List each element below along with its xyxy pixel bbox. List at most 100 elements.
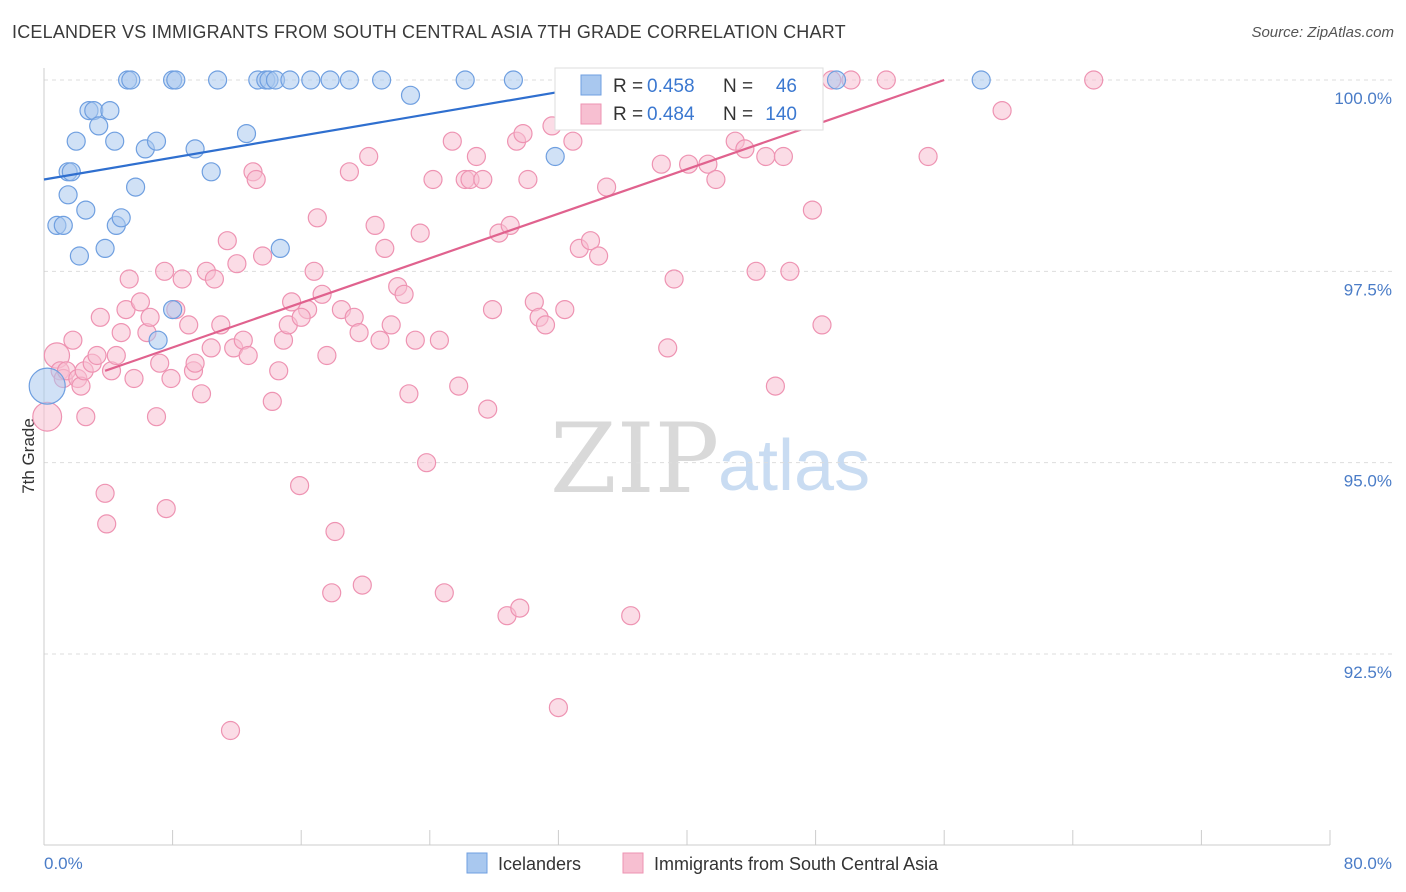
immigrants-point-73	[410, 223, 430, 243]
series-icelanders-points	[28, 70, 991, 405]
immigrants-point-55	[312, 284, 332, 304]
immigrants-point-123	[756, 146, 776, 167]
immigrants-point-71	[399, 384, 419, 404]
immigrants-point-102	[588, 246, 609, 266]
watermark-zip: ZIP	[550, 403, 719, 515]
x-tick-label-min: 0.0%	[44, 854, 83, 873]
immigrants-point-67	[375, 238, 395, 258]
x-tick-label-max: 80.0%	[1344, 854, 1392, 873]
watermark: ZIP atlas	[550, 403, 870, 515]
immigrants-point-65	[365, 215, 385, 235]
source-credit: Source: ZipAtlas.com	[1251, 24, 1394, 41]
immigrants-point-90	[513, 124, 533, 144]
icelanders-point-40	[400, 85, 421, 105]
icelanders-point-2	[53, 215, 73, 235]
legend-top-icelanders-r-value: 0.458	[647, 76, 695, 97]
immigrants-point-66	[370, 330, 390, 350]
immigrants-point-85	[482, 300, 503, 320]
icelanders-point-37	[320, 70, 340, 90]
immigrants-point-35	[201, 338, 221, 358]
chart-title: ICELANDER VS IMMIGRANTS FROM SOUTH CENTR…	[12, 22, 846, 42]
icelanders-point-22	[148, 330, 168, 350]
immigrants-point-74	[417, 453, 437, 473]
legend-icelanders-label: Icelanders	[498, 854, 581, 874]
immigrants-point-40	[227, 254, 247, 274]
immigrants-point-24	[146, 407, 167, 427]
immigrants-point-62	[349, 323, 369, 343]
immigrants-point-27	[161, 368, 181, 389]
icelanders-point-45	[971, 70, 991, 90]
immigrants-point-51	[290, 476, 310, 496]
immigrants-point-60	[339, 162, 359, 182]
immigrants-point-110	[651, 154, 671, 174]
immigrants-point-79	[449, 376, 469, 396]
icelanders-point-18	[121, 70, 141, 90]
immigrants-point-129	[812, 315, 832, 335]
immigrants-point-42	[238, 345, 258, 366]
immigrants-point-111	[658, 338, 678, 358]
icelanders-point-44	[826, 70, 847, 90]
icelanders-point-24	[166, 70, 186, 90]
icelanders-point-21	[146, 131, 167, 151]
immigrants-point-11	[87, 345, 107, 366]
icelanders-trend-line	[43, 82, 607, 181]
icelanders-point-28	[208, 70, 228, 90]
icelanders-point-38	[339, 70, 359, 90]
immigrants-point-136	[155, 261, 175, 281]
immigrants-point-134	[992, 100, 1012, 121]
legend-icelanders-swatch	[466, 852, 488, 874]
immigrants-point-33	[191, 384, 212, 404]
legend-top-immigrants-r-label: R =	[613, 104, 643, 125]
immigrants-point-54	[307, 208, 327, 228]
immigrants-point-57	[322, 583, 342, 603]
immigrants-point-72	[405, 330, 425, 350]
immigrants-point-36	[204, 269, 224, 289]
immigrants-point-30	[179, 315, 199, 335]
immigrants-point-78	[442, 131, 462, 151]
immigrants-point-77	[434, 583, 454, 603]
immigrants-point-38	[217, 231, 237, 251]
immigrants-point-91	[518, 169, 538, 190]
series-immigrants-points	[32, 70, 1104, 741]
immigrants-point-5	[63, 330, 83, 350]
legend-top-immigrants-n-value: 140	[765, 104, 797, 125]
immigrants-point-132	[876, 70, 896, 90]
immigrants-point-58	[325, 521, 345, 542]
icelanders-point-8	[76, 200, 96, 220]
immigrants-point-16	[106, 345, 126, 366]
icelanders-point-19	[126, 177, 146, 197]
y-tick-labels: 100.0% 97.5% 95.0% 92.5%	[1334, 89, 1392, 682]
icelanders-point-27	[201, 162, 221, 182]
icelanders-point-5	[61, 162, 81, 182]
immigrants-point-25	[150, 353, 170, 373]
immigrants-point-9	[76, 407, 96, 427]
y-axis-label: 7th Grade	[19, 418, 38, 494]
icelanders-point-6	[66, 131, 86, 151]
legend-top-icelanders-n-value: 46	[776, 76, 797, 97]
immigrants-point-126	[780, 261, 800, 281]
immigrants-point-122	[746, 261, 766, 281]
y-tick-label-1: 97.5%	[1344, 280, 1392, 299]
immigrants-point-20	[124, 368, 144, 389]
immigrants-point-0	[32, 401, 63, 432]
legend-top-icelanders-r-label: R =	[613, 76, 643, 97]
legend-top: R = 0.458 N = 46 R = 0.484 N = 140	[554, 67, 824, 131]
immigrants-point-26	[156, 499, 176, 519]
immigrants-point-23	[140, 307, 160, 327]
icelanders-point-14	[105, 131, 125, 151]
immigrants-point-29	[172, 269, 192, 289]
icelanders-point-34	[270, 238, 290, 258]
immigrants-point-114	[678, 154, 699, 174]
legend-top-immigrants-swatch	[580, 103, 602, 125]
y-tick-label-0: 100.0%	[1334, 89, 1392, 108]
immigrants-point-68	[381, 315, 401, 335]
immigrants-point-97	[555, 300, 575, 320]
icelanders-point-41	[455, 70, 475, 90]
immigrants-point-32	[185, 353, 205, 373]
immigrants-point-124	[765, 376, 786, 396]
icelanders-point-3	[58, 185, 78, 205]
legend-top-icelanders-n-label: N =	[723, 76, 753, 97]
immigrants-point-63	[352, 575, 372, 595]
immigrants-point-76	[429, 330, 449, 350]
